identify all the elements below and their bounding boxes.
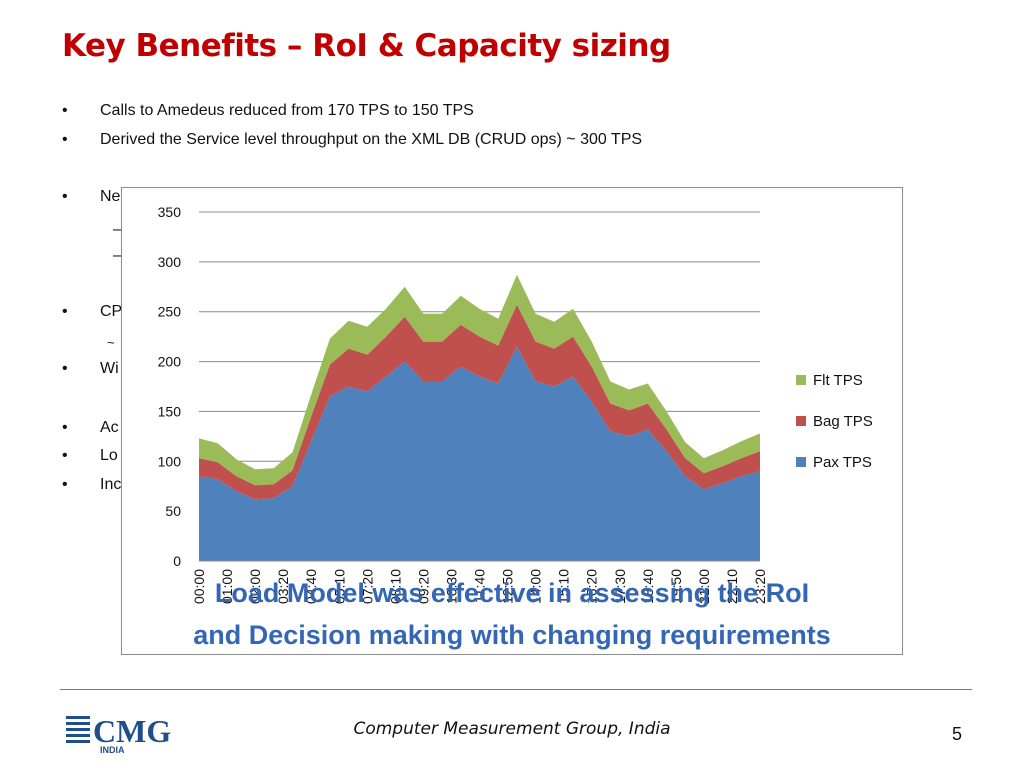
bullet-dot: • [62, 131, 68, 148]
x-tick-label: 21:00 [696, 569, 712, 604]
overlay-caption-line-2: and Decision making with changing requir… [193, 620, 831, 650]
x-tick-label: 08:10 [387, 569, 403, 604]
y-tick-label: 300 [158, 254, 182, 270]
pax-tps-area [199, 346, 760, 561]
chart-canvas: 0 50 100 150 200 250 300 350 00:00 01:00 02:00 03:2… [158, 204, 873, 604]
cmg-logo: CMG INDIA [66, 713, 171, 754]
x-tick-label: 19:50 [668, 569, 684, 604]
legend-label: Flt TPS [813, 372, 863, 389]
bullet-dot: • [62, 447, 68, 464]
x-tick-label: 10:30 [443, 569, 459, 604]
footer-divider [60, 689, 972, 690]
bullet-item: • CP [62, 302, 122, 322]
legend-swatch [796, 416, 806, 426]
y-tick-label: 50 [165, 503, 181, 519]
footer-org-name: Computer Measurement Group, India [353, 719, 671, 739]
bullet-dot: • [62, 303, 68, 320]
bullet-text: Lo [100, 447, 118, 464]
y-tick-label: 0 [173, 553, 181, 569]
bullet-item: • Derived the Service level throughput on… [62, 130, 642, 150]
x-tick-label: 23:20 [752, 569, 768, 604]
x-tick-label: 04:40 [303, 569, 319, 604]
bullet-dot: • [62, 102, 68, 119]
x-tick-label: 18:40 [640, 569, 656, 604]
bullet-text: Inc [100, 476, 122, 493]
overlay-caption-line-1: Load Model was effective in assessing th… [214, 578, 810, 608]
bullet-text: Ne [100, 188, 121, 205]
bullet-item: • Ac [62, 418, 119, 438]
y-tick-label: 350 [158, 204, 182, 220]
y-tick-label: 250 [158, 304, 182, 320]
sub-bullet-tilde: ~ [107, 335, 115, 350]
bullet-list: • Calls to Amedeus reduced from 170 TPS t… [62, 101, 642, 495]
bullet-text: Ac [100, 419, 119, 436]
bullet-item: • Wi [62, 359, 119, 379]
y-tick-label: 150 [158, 403, 182, 419]
flt-tps-area [199, 274, 760, 486]
legend-label: Pax TPS [813, 454, 872, 471]
bullet-dot: • [62, 476, 68, 493]
page-number: 5 [952, 724, 963, 744]
x-tick-label: 01:00 [219, 569, 235, 604]
bullet-text: Derived the Service level throughput on … [100, 131, 643, 148]
logo-subtext: INDIA [100, 745, 125, 754]
logo-text: CMG [93, 713, 171, 749]
legend-swatch [796, 375, 806, 385]
bag-tps-area [199, 304, 760, 500]
sub-bullet-dash: – [113, 247, 122, 264]
x-tick-label: 12:50 [500, 569, 516, 604]
x-tick-label: 07:20 [359, 569, 375, 604]
bullet-text: CP [100, 303, 123, 320]
bullet-item: • Lo [62, 446, 118, 466]
x-tick-label: 22:10 [724, 569, 740, 604]
x-tick-label: 11:40 [472, 569, 488, 603]
x-tick-label: 15:10 [556, 569, 572, 604]
x-tick-label: 02:00 [247, 569, 263, 604]
y-tick-label: 200 [158, 354, 182, 370]
bullet-dot: • [62, 419, 68, 436]
bullet-item: • Calls to Amedeus reduced from 170 TPS t… [62, 101, 474, 121]
bullet-dot: • [62, 360, 68, 377]
x-tick-label: 05:10 [331, 569, 347, 604]
legend-swatch [796, 457, 806, 467]
sub-bullet-dash: – [113, 221, 122, 238]
y-tick-label: 100 [158, 453, 182, 469]
bullet-item: • Inc [62, 475, 121, 495]
bullet-item: • Ne [62, 187, 120, 207]
bullet-text: Calls to Amedeus reduced from 170 TPS to… [100, 102, 474, 119]
bullet-text: Wi [100, 360, 119, 377]
stacked-area-chart: 0 50 100 150 200 250 300 350 00:00 01:00 02:00 03:2… [121, 187, 903, 655]
legend-label: Bag TPS [813, 413, 873, 430]
x-tick-label: 17:30 [612, 569, 628, 604]
bullet-dot: • [62, 188, 68, 205]
slide-title: Key Benefits – RoI & Capacity sizing [62, 28, 671, 64]
x-tick-label: 09:20 [415, 569, 431, 604]
x-tick-label: 16:20 [584, 569, 600, 604]
x-tick-label: 03:20 [275, 569, 291, 604]
x-tick-label: 14:00 [528, 569, 544, 604]
x-tick-label: 00:00 [191, 569, 207, 604]
